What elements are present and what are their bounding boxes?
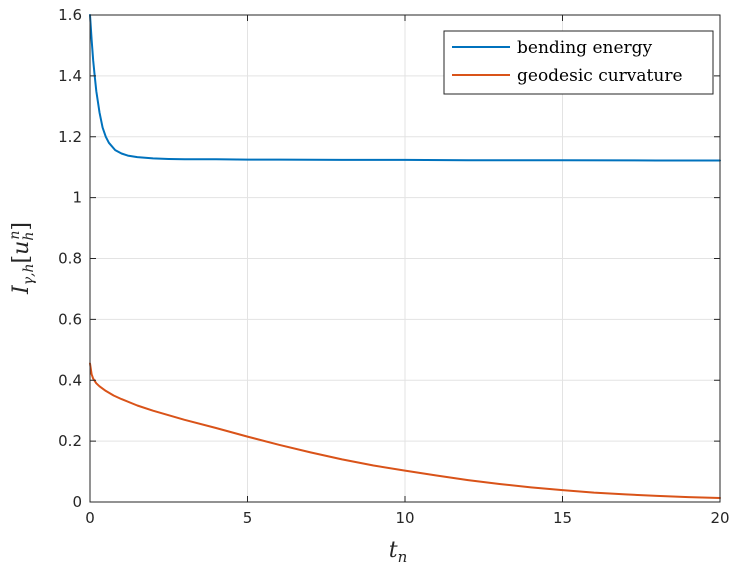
x-axis-label-sub: n bbox=[398, 548, 408, 566]
y-axis-label-var-sup: n bbox=[7, 231, 23, 240]
series-line-bending-energy bbox=[89, 14, 721, 162]
y-tick-label: 1.4 bbox=[58, 67, 82, 85]
y-axis-label: Iγ,h[uhn] bbox=[7, 222, 37, 295]
y-tick-label: 0.8 bbox=[58, 250, 82, 268]
x-tick-label: 0 bbox=[85, 509, 95, 527]
legend-label-bending-energy: bending energy bbox=[517, 38, 653, 58]
y-tick-label: 0.4 bbox=[58, 371, 82, 389]
y-axis-label-var-sub: h bbox=[21, 232, 37, 241]
legend-label-geodesic-curvature: geodesic curvature bbox=[517, 66, 683, 86]
y-tick-label: 1.6 bbox=[58, 6, 82, 24]
y-tick-label: 1.2 bbox=[58, 128, 82, 146]
x-axis-label-main: t bbox=[389, 538, 398, 563]
x-axis-label: tn bbox=[389, 538, 408, 566]
x-tick-label: 20 bbox=[710, 509, 729, 527]
y-axis-label-bracket-close: ] bbox=[9, 222, 34, 231]
x-tick-label: 5 bbox=[243, 509, 253, 527]
legend: bending energy geodesic curvature bbox=[443, 30, 714, 95]
series-lines bbox=[89, 14, 721, 499]
y-tick-label: 0.6 bbox=[58, 310, 82, 328]
axis-ticks: 0 5 10 15 20 0 0.2 0.4 0.6 0.8 1 1.2 1.4 1.6 bbox=[58, 6, 729, 527]
y-axis-label-sub: γ,h bbox=[21, 263, 37, 285]
x-tick-label: 10 bbox=[395, 509, 414, 527]
y-tick-label: 0.2 bbox=[58, 432, 82, 450]
y-axis-label-bracket-open: [ bbox=[9, 255, 34, 264]
y-axis-label-var: u bbox=[9, 241, 34, 255]
series-line-geodesic-curvature bbox=[89, 362, 721, 499]
legend-box bbox=[443, 30, 714, 95]
y-tick-label: 0 bbox=[72, 493, 82, 511]
y-tick-label: 1 bbox=[72, 189, 82, 207]
y-axis-label-main: I bbox=[9, 284, 34, 295]
x-tick-label: 15 bbox=[553, 509, 572, 527]
